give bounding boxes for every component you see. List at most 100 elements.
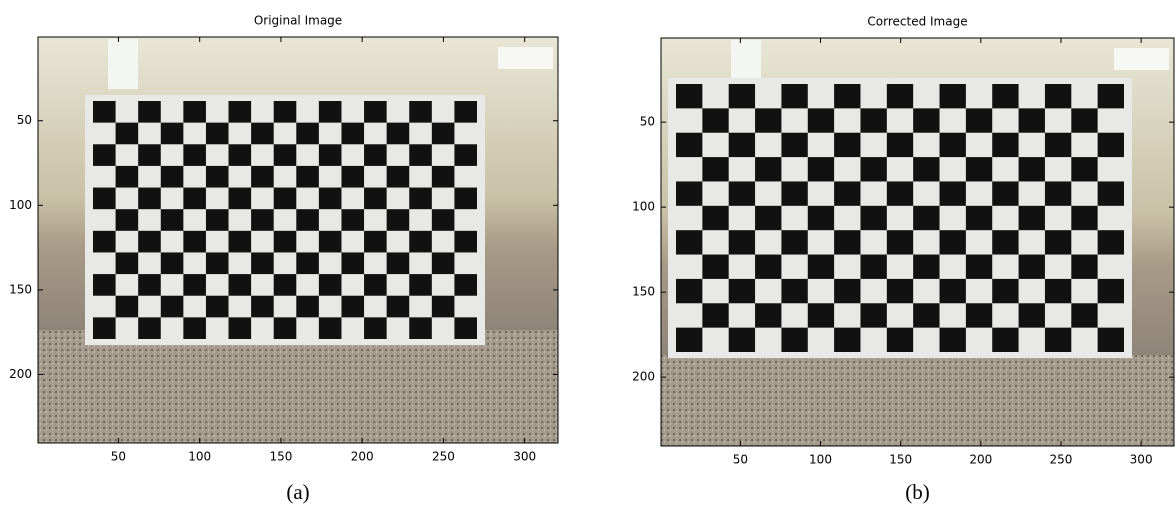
board-square <box>409 317 432 339</box>
board-square <box>781 84 807 108</box>
image-panel <box>661 38 1174 446</box>
board-square <box>992 328 1018 352</box>
board-square <box>409 144 432 166</box>
board-square <box>702 108 728 132</box>
board-square <box>1098 181 1124 205</box>
board-square <box>1019 206 1045 230</box>
board-square <box>808 206 834 230</box>
board-square <box>183 188 206 210</box>
y-tick-label: 150 <box>9 282 32 296</box>
board-square <box>808 255 834 279</box>
board-square <box>229 231 252 253</box>
board-square <box>116 166 139 188</box>
board <box>85 95 485 345</box>
board-square <box>93 317 116 339</box>
figure: Original Image50100150200250300501001502… <box>0 0 1175 508</box>
board-square <box>454 144 477 166</box>
board-square <box>319 101 342 123</box>
board-square <box>229 188 252 210</box>
board-square <box>729 328 755 352</box>
board-square <box>183 274 206 296</box>
board-square <box>781 230 807 254</box>
board-square <box>808 157 834 181</box>
board-square <box>274 231 297 253</box>
x-tick-label: 200 <box>351 450 374 464</box>
board-square <box>781 133 807 157</box>
y-tick-label: 50 <box>17 113 32 127</box>
board-square <box>364 231 387 253</box>
board-square <box>808 108 834 132</box>
board-square <box>341 166 364 188</box>
board-square <box>409 231 432 253</box>
board-square <box>229 101 252 123</box>
board-square <box>887 328 913 352</box>
board-square <box>364 144 387 166</box>
board-square <box>296 166 319 188</box>
board-square <box>702 255 728 279</box>
board-square <box>206 296 229 318</box>
board-square <box>966 206 992 230</box>
y-tick-label: 200 <box>632 370 655 384</box>
board-square <box>251 252 274 274</box>
board-square <box>319 231 342 253</box>
board-square <box>913 157 939 181</box>
board-square <box>341 296 364 318</box>
board-square <box>834 230 860 254</box>
panel-caption: (a) <box>286 480 309 504</box>
board-square <box>676 84 702 108</box>
board-square <box>1019 157 1045 181</box>
board-square <box>913 303 939 327</box>
board-square <box>206 252 229 274</box>
board-square <box>808 303 834 327</box>
board-square <box>387 166 410 188</box>
board-square <box>1098 230 1124 254</box>
board-square <box>1019 303 1045 327</box>
board-square <box>432 296 455 318</box>
board-square <box>116 123 139 145</box>
board-square <box>138 144 161 166</box>
board-square <box>1045 230 1071 254</box>
board-square <box>93 101 116 123</box>
board-square <box>274 144 297 166</box>
window <box>1114 48 1169 70</box>
x-tick-label: 250 <box>432 450 455 464</box>
board-square <box>781 279 807 303</box>
board-square <box>966 303 992 327</box>
board-square <box>1071 157 1097 181</box>
board-square <box>913 255 939 279</box>
panel-title: Original Image <box>254 14 342 28</box>
x-tick-label: 300 <box>1130 453 1153 467</box>
board-square <box>387 209 410 231</box>
board-square <box>387 296 410 318</box>
board-square <box>138 188 161 210</box>
panel-title: Corrected Image <box>867 15 967 29</box>
board-square <box>702 206 728 230</box>
board-square <box>319 317 342 339</box>
board-square <box>296 209 319 231</box>
board-square <box>860 303 886 327</box>
board-square <box>755 157 781 181</box>
board-square <box>183 231 206 253</box>
board-square <box>1098 133 1124 157</box>
board-square <box>364 188 387 210</box>
board-square <box>319 274 342 296</box>
board-square <box>319 188 342 210</box>
x-tick-label: 250 <box>1050 453 1073 467</box>
board-square <box>206 123 229 145</box>
board-square <box>887 181 913 205</box>
x-tick-label: 50 <box>111 450 126 464</box>
y-tick-label: 100 <box>9 198 32 212</box>
board-square <box>992 181 1018 205</box>
x-tick-label: 300 <box>513 450 536 464</box>
board-square <box>1045 181 1071 205</box>
board-square <box>913 108 939 132</box>
floor <box>38 330 558 443</box>
board-square <box>702 157 728 181</box>
board-square <box>161 123 184 145</box>
board-square <box>860 206 886 230</box>
y-tick-label: 200 <box>9 367 32 381</box>
board-square <box>341 209 364 231</box>
board-square <box>432 166 455 188</box>
y-tick-label: 100 <box>632 200 655 214</box>
board-square <box>729 279 755 303</box>
